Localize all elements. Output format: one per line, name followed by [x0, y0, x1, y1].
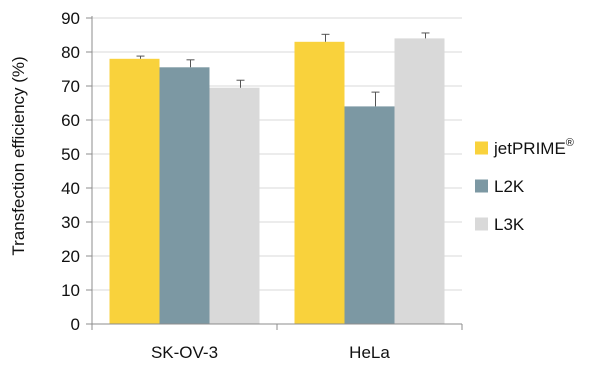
legend-label-l3k: L3K — [494, 215, 525, 234]
y-axis-title: Transfection efficiency (%) — [9, 56, 28, 255]
bar-l3k-hela — [394, 38, 445, 325]
x-category-label: HeLa — [349, 343, 390, 362]
legend-name: jetPRIME — [493, 139, 566, 158]
y-tick-label: 30 — [61, 213, 80, 232]
legend-label-l2k: L2K — [494, 177, 525, 196]
legend-label-jetprime: jetPRIME® — [493, 137, 574, 158]
bar-l2k-sk-ov-3 — [159, 67, 210, 325]
bar-l2k-hela — [344, 106, 395, 325]
y-tick-label: 10 — [61, 281, 80, 300]
bar-jetprime-sk-ov-3 — [109, 58, 160, 325]
legend-swatch-jetprime — [475, 141, 488, 155]
y-tick-label: 0 — [71, 315, 80, 334]
y-tick-label: 60 — [61, 111, 80, 130]
legend-superscript: ® — [566, 137, 574, 149]
legend: jetPRIME® L2K L3K — [475, 137, 574, 234]
y-tick-label: 20 — [61, 247, 80, 266]
x-axis-categories: SK-OV-3 HeLa — [151, 343, 390, 362]
bars — [109, 38, 445, 325]
y-tick-label: 90 — [61, 9, 80, 28]
bar-jetprime-hela — [294, 41, 345, 325]
legend-name: L3K — [494, 215, 525, 234]
y-tick-label: 50 — [61, 145, 80, 164]
bar-l3k-sk-ov-3 — [209, 87, 260, 324]
y-tick-label: 80 — [61, 43, 80, 62]
y-tick-label: 70 — [61, 77, 80, 96]
y-tick-label: 40 — [61, 179, 80, 198]
legend-swatch-l3k — [475, 217, 488, 231]
legend-swatch-l2k — [475, 179, 488, 193]
y-axis-ticks: 0 10 20 30 40 50 60 70 80 90 — [61, 9, 92, 334]
error-bars — [136, 32, 430, 107]
legend-name: L2K — [494, 177, 525, 196]
axes — [91, 16, 463, 330]
x-category-label: SK-OV-3 — [151, 343, 218, 362]
